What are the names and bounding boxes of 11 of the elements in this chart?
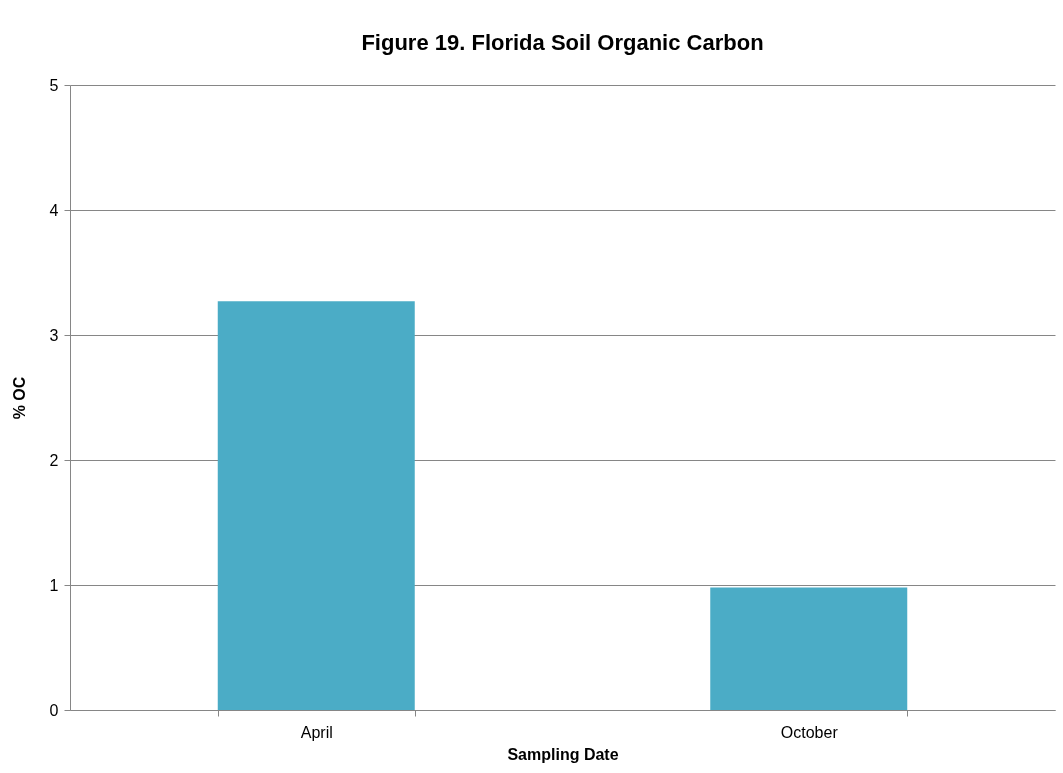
y-axis-title: % OC [10,376,28,420]
y-tick-label: 4 [49,201,59,219]
y-tick-label: 1 [49,576,59,594]
x-axis-title: Sampling Date [507,745,619,763]
x-tick-label: October [780,723,839,741]
y-tick-label: 2 [49,451,59,469]
y-tick-label: 5 [49,76,59,94]
y-tick-label: 3 [49,326,59,344]
y-tick-label: 0 [49,701,59,719]
x-tick-label: April [300,723,333,741]
chart-title: Figure 19. Florida Soil Organic Carbon [361,30,764,55]
